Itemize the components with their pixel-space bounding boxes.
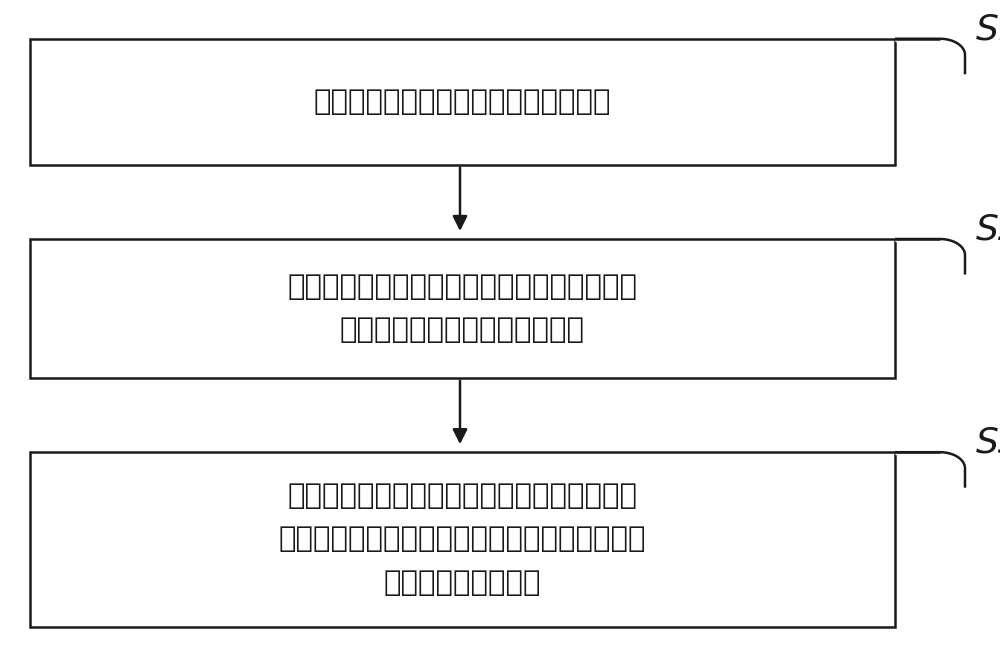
Text: S10: S10 xyxy=(976,12,1000,46)
Text: 根据所述至少一个合规指标数据中任意一个合
规指标数据对应的评分和所述总评分，得到所述
工控主机的合规评分: 根据所述至少一个合规指标数据中任意一个合 规指标数据对应的评分和所述总评分，得到… xyxy=(279,482,646,597)
Bar xyxy=(30,239,895,378)
Bar xyxy=(30,39,895,165)
Text: S20: S20 xyxy=(976,213,1000,246)
Bar xyxy=(30,452,895,627)
Text: 根据工控主机的定量合规指标体系，确定所述
至少一个合规指标数据的总评分: 根据工控主机的定量合规指标体系，确定所述 至少一个合规指标数据的总评分 xyxy=(288,273,638,344)
Text: 采集工控主机的至少一个合规指标数据: 采集工控主机的至少一个合规指标数据 xyxy=(314,88,611,116)
Text: S30: S30 xyxy=(976,426,1000,459)
